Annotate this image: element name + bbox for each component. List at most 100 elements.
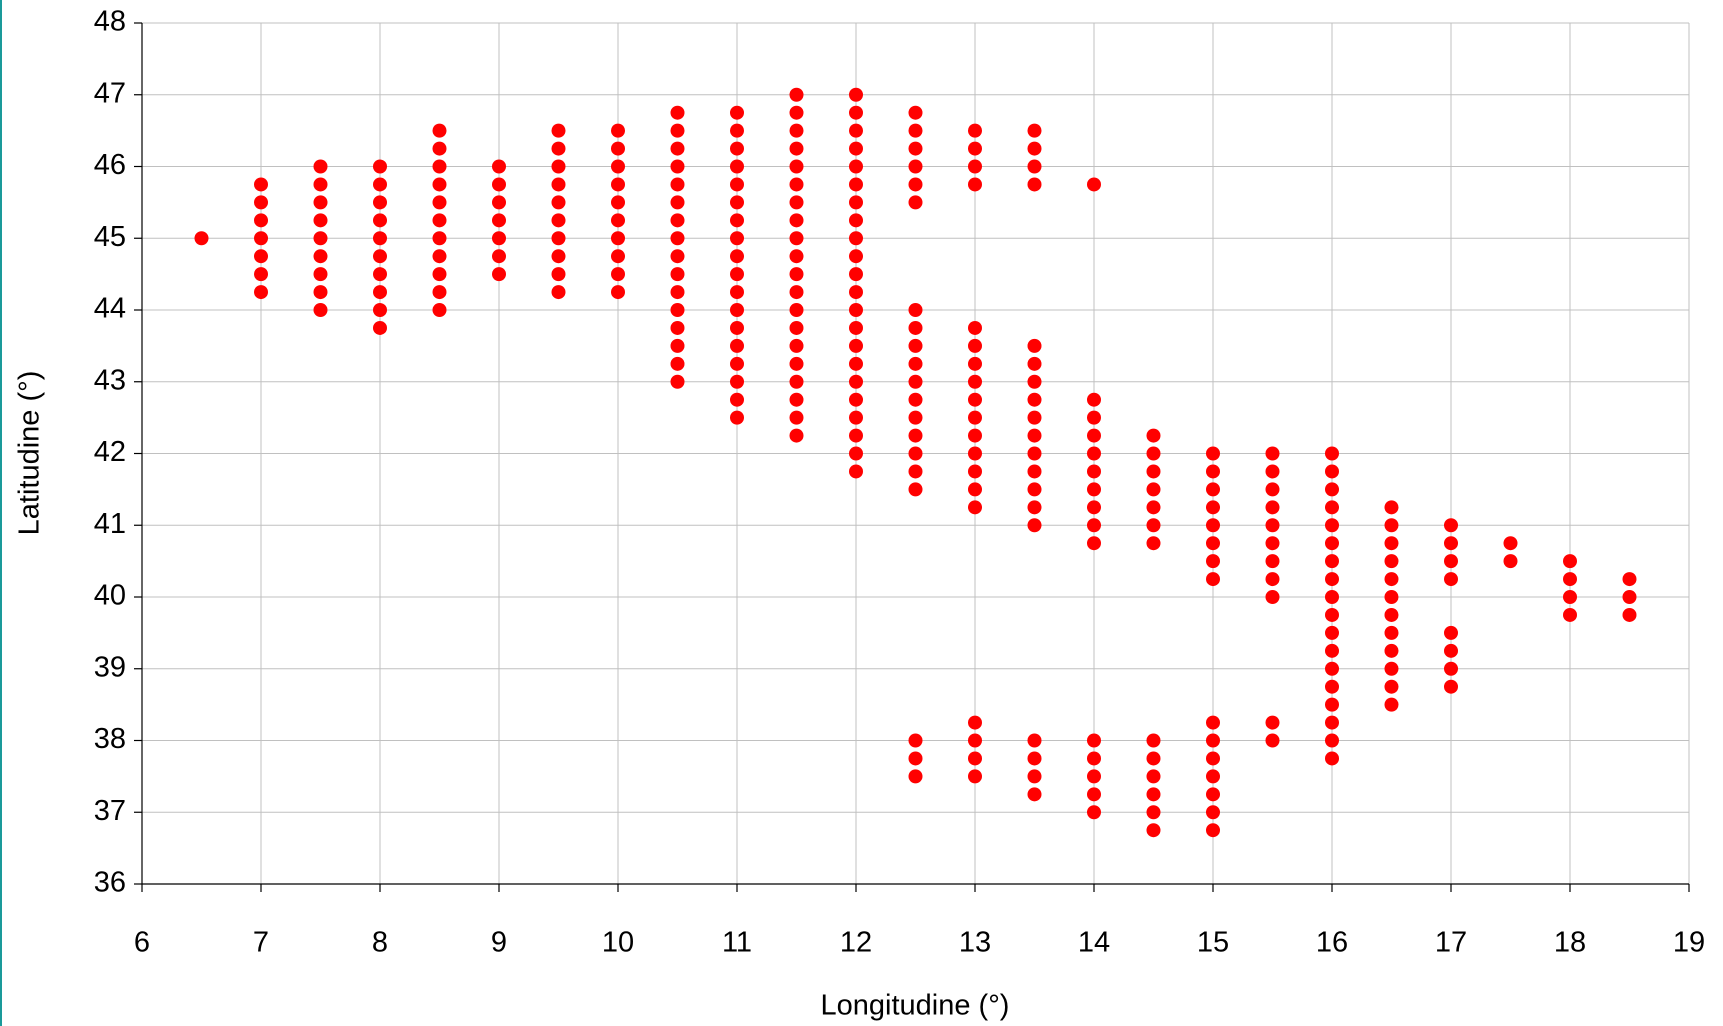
point (908, 303, 923, 317)
point (789, 428, 804, 443)
point (1027, 500, 1042, 515)
point (730, 267, 744, 282)
point (313, 177, 328, 192)
point (730, 303, 744, 317)
point (611, 267, 625, 282)
point (1325, 518, 1339, 533)
point (1087, 751, 1101, 766)
point (1087, 518, 1101, 533)
point (1146, 518, 1161, 533)
point (254, 285, 268, 300)
point (313, 285, 328, 300)
point (1325, 536, 1339, 551)
point (1206, 823, 1220, 838)
point (1265, 482, 1280, 497)
point (1027, 392, 1042, 407)
point (373, 159, 387, 174)
point (1384, 643, 1399, 658)
point (730, 338, 744, 353)
point (1265, 733, 1280, 748)
point (849, 231, 863, 246)
y-tick-label: 42 (94, 436, 126, 468)
point (908, 733, 923, 748)
point (373, 320, 387, 335)
point (551, 267, 566, 282)
point (1325, 751, 1339, 766)
point (670, 105, 685, 120)
point (849, 392, 863, 407)
point (1444, 518, 1458, 533)
point (313, 213, 328, 228)
point (611, 285, 625, 300)
point (968, 751, 982, 766)
point (849, 267, 863, 282)
point (730, 231, 744, 246)
point (968, 428, 982, 443)
point (789, 195, 804, 210)
point (1384, 607, 1399, 622)
point (1206, 500, 1220, 515)
point (908, 482, 923, 497)
y-tick-label: 41 (94, 508, 126, 540)
point (1087, 177, 1101, 192)
point (1206, 805, 1220, 820)
point (1444, 643, 1458, 658)
point (730, 195, 744, 210)
point (1563, 572, 1577, 587)
point (730, 105, 744, 120)
point (789, 87, 804, 102)
point (789, 123, 804, 138)
point (968, 320, 982, 335)
point (611, 231, 625, 246)
point (432, 141, 447, 156)
point (789, 410, 804, 425)
point (1146, 823, 1161, 838)
point (254, 231, 268, 246)
point (730, 177, 744, 192)
point (373, 231, 387, 246)
point (968, 123, 982, 138)
point (789, 267, 804, 282)
point (432, 267, 447, 282)
point (1444, 625, 1458, 640)
point (1325, 625, 1339, 640)
point (551, 285, 566, 300)
y-tick-label: 45 (94, 221, 126, 253)
point (254, 249, 268, 264)
point (1622, 590, 1637, 604)
point (1563, 607, 1577, 622)
point (1087, 464, 1101, 479)
point (1384, 554, 1399, 569)
point (730, 410, 744, 425)
point (908, 159, 923, 174)
point (670, 141, 685, 156)
point (849, 428, 863, 443)
point (551, 159, 566, 174)
point (670, 123, 685, 138)
point (849, 123, 863, 138)
point (968, 446, 982, 461)
point (908, 464, 923, 479)
point (1206, 518, 1220, 533)
point (1206, 536, 1220, 551)
point (1146, 482, 1161, 497)
point (789, 213, 804, 228)
point (849, 195, 863, 210)
point (313, 231, 328, 246)
point (849, 285, 863, 300)
point (849, 141, 863, 156)
point (1206, 482, 1220, 497)
point (968, 177, 982, 192)
y-tick-label: 36 (94, 867, 126, 899)
point (254, 195, 268, 210)
point (789, 338, 804, 353)
point (432, 195, 447, 210)
point (908, 177, 923, 192)
point (1146, 500, 1161, 515)
point (373, 195, 387, 210)
y-axis-title: Latitudine (°) (14, 371, 46, 536)
point (1027, 338, 1042, 353)
point (1325, 500, 1339, 515)
point (789, 303, 804, 317)
